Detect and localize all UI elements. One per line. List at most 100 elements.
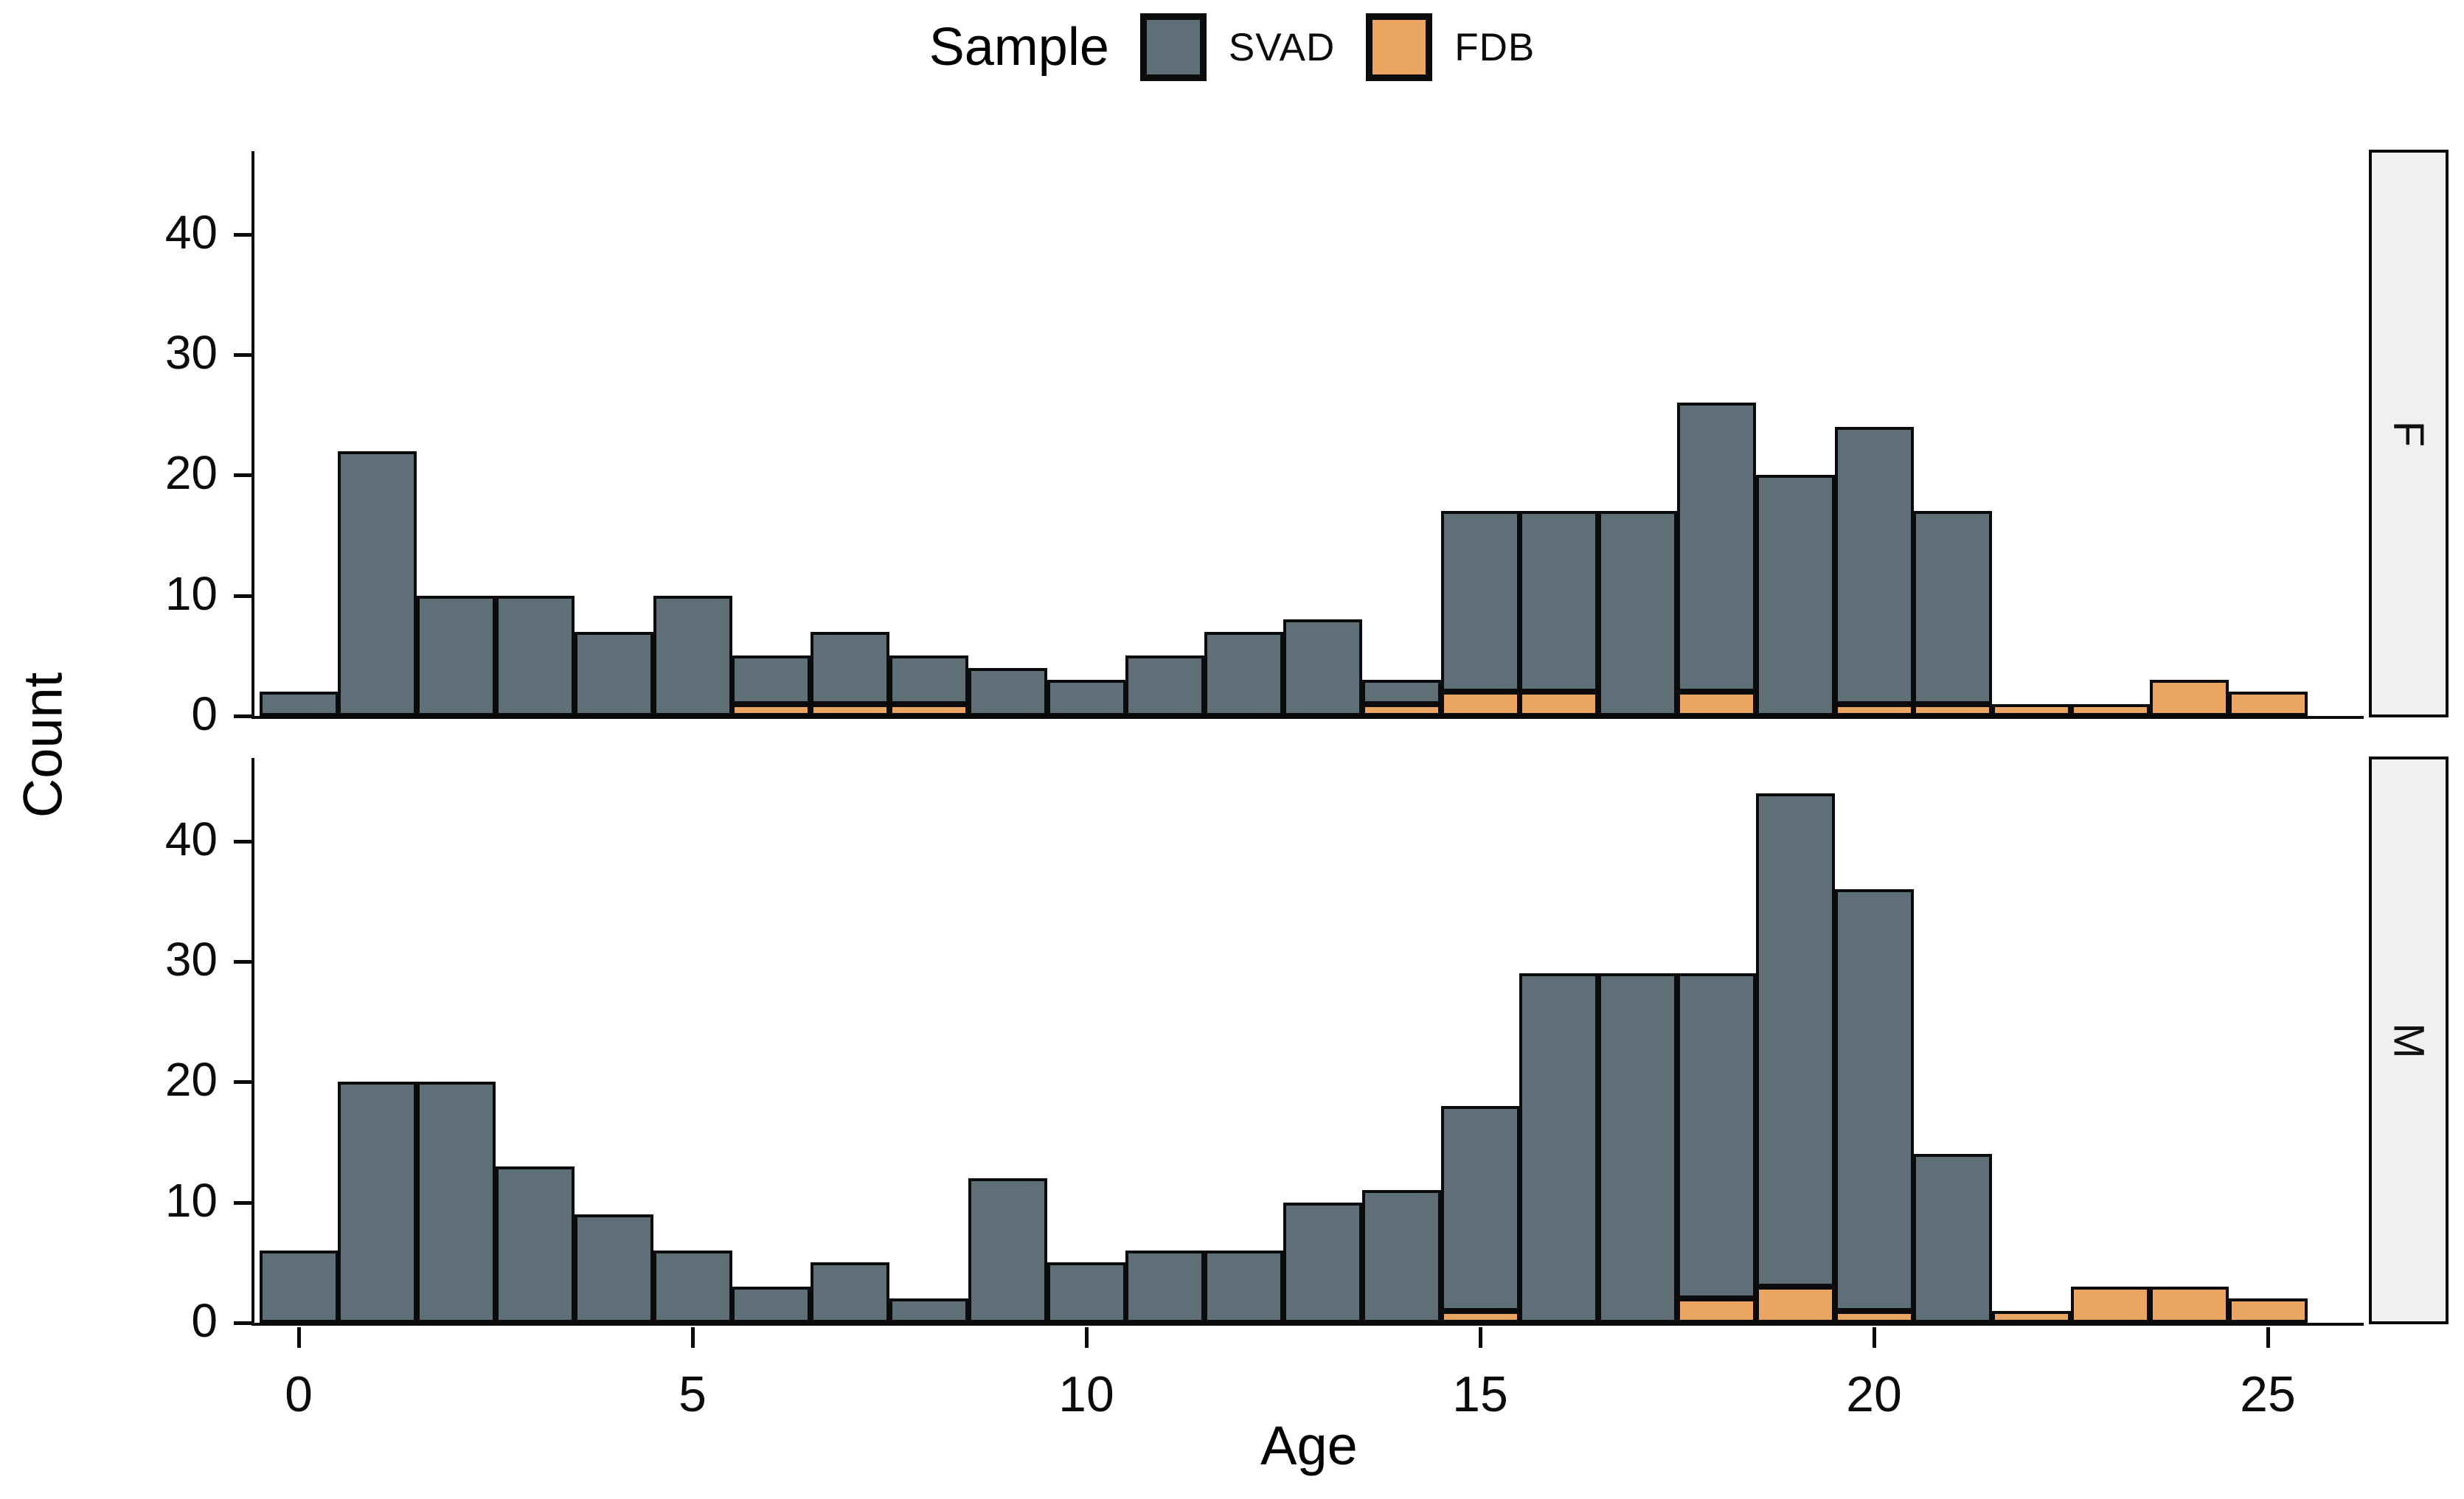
x-tick [1479,1327,1482,1348]
bar-segment-svad [1047,680,1126,716]
bar-age-15-m [1440,1106,1520,1323]
bar-segment-svad [1519,973,1599,1323]
bar-age-19-m [1755,793,1835,1323]
bar-segment-svad [1913,511,1993,704]
y-tick-label: 40 [164,205,218,259]
bar-segment-svad [1440,1106,1520,1311]
bar-age-5-m [653,1251,732,1323]
x-tick [2266,1327,2270,1348]
bar-age-12-f [1204,631,1284,716]
bar-segment-svad [889,655,968,704]
facet-strip-label: M [2384,1022,2433,1059]
bar-age-1-m [338,1082,417,1323]
bar-age-22-f [1992,703,2072,716]
bar-segment-fdb [2070,1287,2150,1323]
bar-age-25-f [2228,692,2308,716]
bar-segment-svad [1204,1251,1284,1323]
legend-item-svad: SVAD [1139,13,1335,81]
bar-age-14-f [1361,680,1441,716]
bar-segment-svad [732,655,811,704]
bar-segment-svad [1204,631,1284,716]
bar-segment-svad [495,1166,575,1323]
y-tick-label: 40 [164,812,218,866]
bar-age-4-f [574,631,653,716]
bar-segment-svad [417,1082,496,1323]
bar-age-20-m [1834,889,1914,1323]
y-tick [234,353,251,358]
y-tick [234,839,251,844]
legend-swatch-svad [1139,13,1207,81]
bar-age-20-f [1834,427,1914,716]
bar-segment-svad [1598,511,1678,716]
bar-segment-svad [1834,427,1914,704]
y-tick-label: 30 [164,933,218,987]
facet-strip-label: F [2384,420,2433,447]
bar-segment-fdb [1676,1298,1756,1323]
facet-panel-m: 0 10 20 30 40 M 0 5 10 15 20 25 [165,757,2449,1422]
bar-age-6-f [732,655,811,716]
bar-age-14-m [1361,1190,1441,1323]
bar-age-1-f [338,451,417,716]
bar-segment-svad [1676,403,1756,692]
y-tick [234,473,251,478]
y-tick [234,714,251,718]
bar-segment-svad [1834,889,1914,1311]
bar-age-10-f [1047,680,1126,716]
bar-segment-fdb [1519,692,1599,716]
bar-segment-svad [653,1251,732,1323]
bar-segment-svad [1047,1262,1126,1323]
bar-segment-svad [1361,1190,1441,1323]
legend-item-fdb: FDB [1366,13,1535,81]
bar-age-21-m [1913,1154,1993,1323]
bar-segment-fdb [2228,1298,2308,1323]
x-tick-label: 0 [285,1366,313,1422]
y-tick [234,960,251,964]
bar-segment-fdb [889,703,968,716]
bar-segment-fdb [811,703,890,716]
panel-baseline [251,716,2364,719]
facet-panel-f: 0 10 20 30 40 F [165,150,2449,740]
bar-segment-svad [1361,680,1441,704]
bar-segment-svad [968,1178,1047,1323]
bar-age-17-f [1598,511,1678,716]
bar-segment-svad [1283,619,1362,716]
bar-age-16-f [1519,511,1599,716]
bar-segment-fdb [1992,703,2072,716]
bar-age-15-f [1440,511,1520,716]
bar-age-24-m [2149,1287,2229,1323]
bar-segment-fdb [1361,703,1441,716]
bar-segment-svad [1125,655,1205,716]
x-tick-label: 10 [1058,1366,1114,1422]
y-tick-label: 20 [164,1053,218,1107]
x-axis-title: Age [1260,1415,1358,1476]
bar-age-19-f [1755,475,1835,716]
bar-age-11-f [1125,655,1205,716]
x-tick-label: 15 [1452,1366,1508,1422]
bar-age-10-m [1047,1262,1126,1323]
facet-strip-m: M [2369,757,2449,1324]
bar-segment-svad [1755,475,1835,716]
legend: Sample SVAD FDB [0,4,2464,90]
x-tick [691,1327,695,1348]
bar-age-23-m [2070,1287,2150,1323]
bar-segment-fdb [1834,703,1914,716]
bar-age-9-f [968,667,1047,716]
y-tick [234,1321,251,1325]
bar-segment-svad [811,631,890,704]
bar-segment-svad [1913,1154,1993,1323]
bar-age-21-f [1913,511,1993,716]
x-tick-label: 25 [2240,1366,2296,1422]
bar-age-6-m [732,1287,811,1323]
bar-segment-svad [1676,973,1756,1299]
x-tick [1085,1327,1089,1348]
bar-age-4-m [574,1214,653,1323]
y-tick-label: 10 [164,1173,218,1227]
bar-age-2-m [417,1082,496,1323]
bar-segment-fdb [1992,1310,2072,1323]
bar-segment-svad [1283,1202,1362,1323]
bar-age-0-m [259,1251,339,1323]
bar-age-5-f [653,595,732,716]
bar-segment-svad [811,1262,890,1323]
y-tick [234,1200,251,1205]
